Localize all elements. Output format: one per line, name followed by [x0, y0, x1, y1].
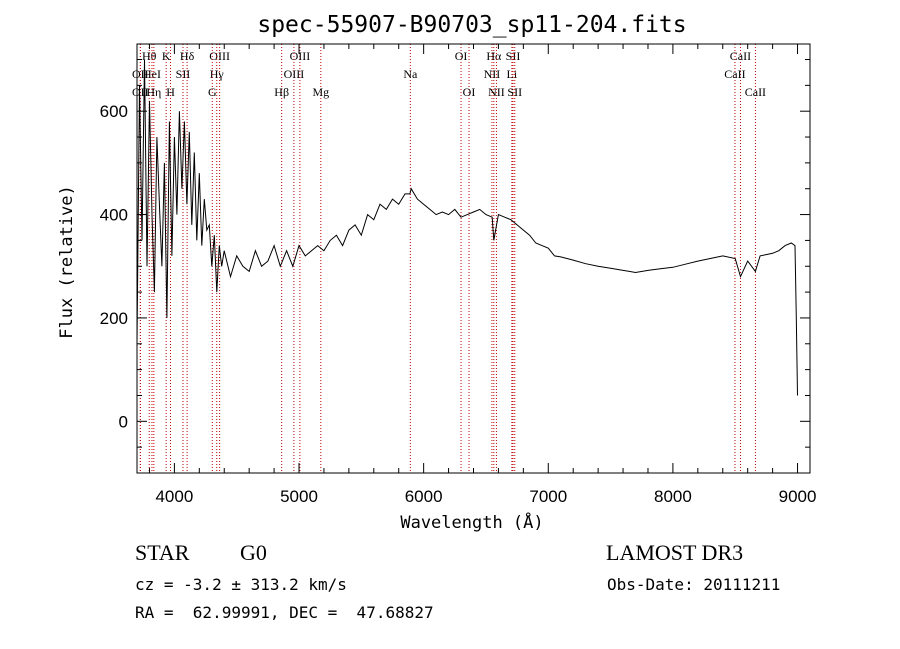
- spectral-line-label: Hθ: [142, 49, 157, 63]
- spectral-line-label: Hβ: [274, 85, 289, 99]
- y-tick-label: 0: [119, 412, 128, 431]
- x-tick-label: 9000: [779, 487, 817, 506]
- spectral-line-label: H: [166, 85, 175, 99]
- spectral-line-label: G: [208, 85, 217, 99]
- y-tick-label: 200: [100, 309, 128, 328]
- object-subclass: G0: [240, 540, 267, 565]
- spectral-line-label: OIII: [284, 67, 305, 81]
- spectral-line-label: SII: [176, 67, 191, 81]
- observation-date: Obs-Date: 20111211: [607, 575, 781, 594]
- y-tick-label: 400: [100, 206, 128, 225]
- spectral-line-label: HeI: [143, 67, 161, 81]
- redshift-value: cz = -3.2 ± 313.2 km/s: [135, 575, 347, 594]
- spectral-line-label: SII: [507, 85, 522, 99]
- spectral-line-label: CaII: [724, 67, 745, 81]
- x-tick-label: 6000: [405, 487, 443, 506]
- spectral-line-label: Na: [403, 67, 418, 81]
- coordinates: RA = 62.99991, DEC = 47.68827: [135, 603, 434, 622]
- spectral-line-label: Hα: [486, 49, 502, 63]
- spectral-line-label: SII: [506, 49, 521, 63]
- spectral-line-label: NII: [488, 85, 505, 99]
- series-layer: [136, 59, 798, 396]
- spectral-line-label: Li: [507, 67, 518, 81]
- y-tick-label: 600: [100, 102, 128, 121]
- spectral-line-label: NII: [484, 67, 501, 81]
- spectral-line-label: OI: [463, 85, 476, 99]
- x-tick-label: 7000: [529, 487, 567, 506]
- spectral-line-label: CaII: [745, 85, 766, 99]
- spectral-line-label: K: [162, 49, 171, 63]
- x-tick-label: 8000: [654, 487, 692, 506]
- spectral-line-label: Mg: [312, 85, 329, 99]
- x-tick-label: 4000: [155, 487, 193, 506]
- spectral-line-label: OI: [455, 49, 468, 63]
- spectral-line-label: Hγ: [210, 67, 225, 81]
- spectral-line-label: CaII: [730, 49, 751, 63]
- spectral-line-label: Hδ: [180, 49, 195, 63]
- object-class: STAR: [135, 540, 190, 565]
- x-axis-label: Wavelength (Å): [400, 511, 543, 533]
- spectral-line-label: OIII: [209, 49, 230, 63]
- spectrum-line: [136, 59, 798, 396]
- spectral-line-label: OIII: [290, 49, 311, 63]
- y-axis-label: Flux (relative): [57, 185, 77, 339]
- spectral-line-label: Hη: [146, 85, 161, 99]
- axis-ticks: 4000 5000 6000 7000 8000 9000 0 200 400 600: [100, 44, 817, 506]
- x-tick-label: 5000: [280, 487, 318, 506]
- survey-name: LAMOST DR3: [606, 540, 744, 565]
- chart-title: spec-55907-B90703_sp11-204.fits: [257, 12, 686, 38]
